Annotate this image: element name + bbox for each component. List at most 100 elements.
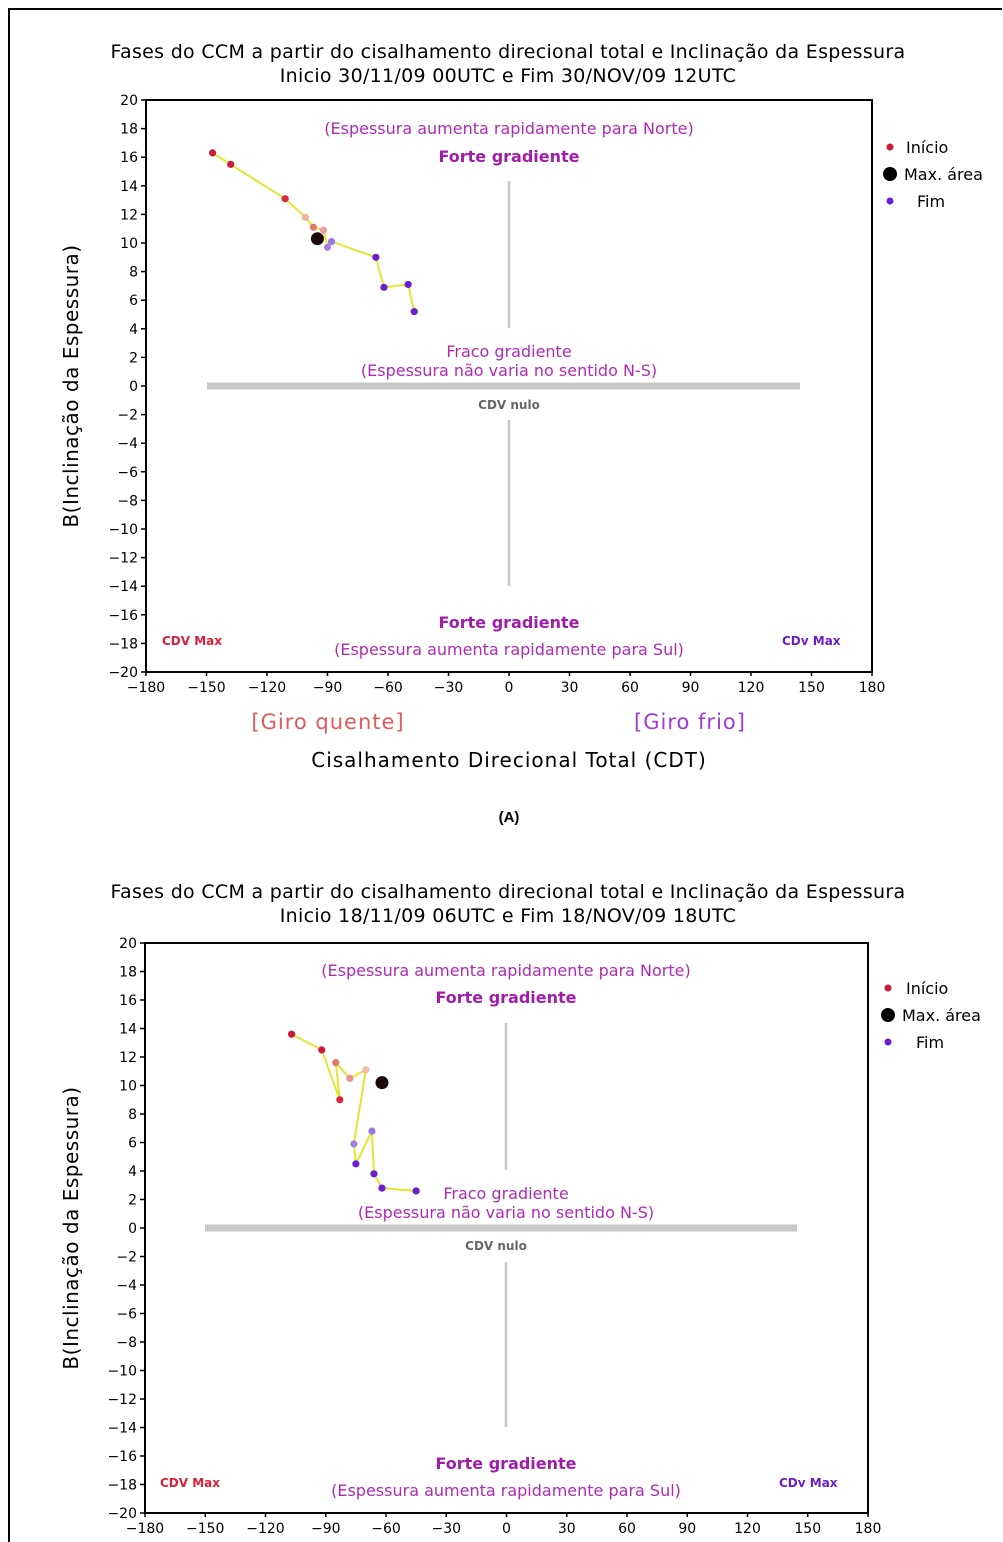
chart-a-x-tick-label: 120 xyxy=(738,680,765,696)
chart-b-x-tick-label: 120 xyxy=(734,1521,761,1537)
chart-b-y-tick-label: 6 xyxy=(128,1136,137,1152)
chart-a-data-point xyxy=(323,243,332,251)
chart-b-top-strong: Forte gradiente xyxy=(435,988,576,1007)
chart-b-y-tick-label: −14 xyxy=(107,1421,137,1437)
chart-a-y-tick-label: 4 xyxy=(129,322,138,338)
chart-a-data-point xyxy=(301,213,309,221)
chart-b-cdv-max-left: CDV Max xyxy=(160,1476,220,1490)
chart-b-x-tick-label: 60 xyxy=(618,1521,636,1537)
chart-a-data-point xyxy=(410,308,418,316)
chart-a-y-tick-label: −8 xyxy=(117,493,138,509)
chart-b-data-point xyxy=(362,1066,370,1074)
chart-a-bottom-strong: Forte gradiente xyxy=(438,613,579,632)
chart-b-bottom-note: (Espessura aumenta rapidamente para Sul) xyxy=(331,1481,681,1500)
chart-b-y-tick-label: 18 xyxy=(119,965,137,981)
chart-b-weak-label: Fraco gradiente xyxy=(443,1184,568,1203)
chart-b-y-axis-label: B(Inclinação da Espessura) xyxy=(59,1086,83,1369)
chart-b-data-point xyxy=(332,1059,340,1067)
chart-a-trajectory-line xyxy=(212,152,416,312)
legend-b-end-marker xyxy=(884,1038,892,1046)
chart-a-data-point xyxy=(404,280,412,289)
chart-a-y-tick-label: −2 xyxy=(117,408,138,424)
legend-a-end-marker xyxy=(886,197,894,205)
chart-a-weak-label: Fraco gradiente xyxy=(446,342,571,361)
chart-a-subtitle: Inicio 30/11/09 00UTC e Fim 30/NOV/09 12… xyxy=(280,65,736,87)
chart-b-x-tick-label: 150 xyxy=(794,1521,821,1537)
chart-b-x-tick-label: −90 xyxy=(311,1521,341,1537)
chart-a-y-tick-label: −12 xyxy=(108,551,138,567)
chart-a-x-tick-label: −90 xyxy=(313,680,343,696)
chart-b-data-point xyxy=(346,1074,354,1082)
chart-a-x-tick-label: −30 xyxy=(434,680,464,696)
chart-a-x-tick-label: 90 xyxy=(682,680,700,696)
chart-panel-a: Fases do CCM a partir do cisalhamento di… xyxy=(59,41,983,826)
chart-a-y-tick-label: 2 xyxy=(129,350,138,366)
chart-b-bottom-strong: Forte gradiente xyxy=(435,1454,576,1473)
chart-b-x-tick-label: −30 xyxy=(431,1521,461,1537)
chart-b-y-tick-label: −4 xyxy=(116,1278,137,1294)
chart-a-data-point xyxy=(327,237,336,246)
chart-b-trajectory-line xyxy=(291,1033,417,1192)
chart-panel-b: Fases do CCM a partir do cisalhamento di… xyxy=(59,881,981,1537)
chart-b-y-tick-label: 2 xyxy=(128,1193,137,1209)
chart-a-legend: Início Max. área Fim xyxy=(883,138,983,211)
legend-a-end-label: Fim xyxy=(917,192,945,211)
chart-a-top-strong: Forte gradiente xyxy=(438,147,579,166)
chart-a-y-tick-label: −6 xyxy=(117,465,138,481)
chart-b-top-note: (Espessura aumenta rapidamente para Nort… xyxy=(321,961,691,980)
legend-a-max-marker xyxy=(883,167,897,181)
chart-a-x-tick-label: 180 xyxy=(859,680,886,696)
chart-b-data-point xyxy=(352,1160,360,1168)
chart-a-data-point xyxy=(208,149,217,157)
chart-a-y-tick-label: −10 xyxy=(108,522,138,538)
chart-a-y-tick-label: −18 xyxy=(108,636,138,652)
chart-a-x-tick-label: 150 xyxy=(798,680,825,696)
chart-a-y-tick-label: 18 xyxy=(120,122,138,138)
chart-b-y-tick-label: −8 xyxy=(116,1335,137,1351)
chart-a-max-area-point xyxy=(310,232,324,246)
chart-a-giro-frio: [Giro frio] xyxy=(634,710,746,734)
chart-b-y-tick-label: −18 xyxy=(107,1478,137,1494)
chart-a-y-tick-label: 6 xyxy=(129,293,138,309)
chart-b-weak-note: (Espessura não varia no sentido N-S) xyxy=(358,1203,654,1222)
chart-b-legend: Início Max. área Fim xyxy=(881,979,981,1052)
chart-b-y-tick-label: 8 xyxy=(128,1107,137,1123)
chart-b-cdv-null: CDV nulo xyxy=(465,1239,527,1253)
chart-b-data-point xyxy=(318,1046,326,1054)
chart-a-y-tick-label: 8 xyxy=(129,265,138,281)
chart-b-data-point xyxy=(336,1096,344,1104)
chart-b-y-tick-label: 4 xyxy=(128,1164,137,1180)
chart-b-x-tick-label: 90 xyxy=(678,1521,696,1537)
chart-b-data-point xyxy=(378,1184,386,1192)
legend-a-start-label: Início xyxy=(906,138,948,157)
chart-a-x-axis-label: Cisalhamento Direcional Total (CDT) xyxy=(311,748,707,772)
chart-b-data-point xyxy=(370,1170,378,1178)
chart-b-x-tick-label: −60 xyxy=(371,1521,401,1537)
chart-a-top-note: (Espessura aumenta rapidamente para Nort… xyxy=(324,119,694,138)
chart-a-y-axis-label: B(Inclinação da Espessura) xyxy=(59,244,83,527)
chart-a-weak-note: (Espessura não varia no sentido N-S) xyxy=(361,361,657,380)
chart-b-y-tick-label: −16 xyxy=(107,1449,137,1465)
chart-b-y-tick-label: 16 xyxy=(119,993,137,1009)
chart-b-series xyxy=(288,1030,420,1195)
legend-a-start-marker xyxy=(886,143,894,151)
chart-b-x-tick-label: 30 xyxy=(558,1521,576,1537)
figure-frame xyxy=(8,8,1002,1542)
chart-a-y-tick-label: −14 xyxy=(108,579,138,595)
chart-b-y-ticks: −20−18−16−14−12−10−8−6−4−202468101214161… xyxy=(107,936,145,1522)
chart-a-x-tick-label: −150 xyxy=(187,680,225,696)
chart-a-cdv-max-left: CDV Max xyxy=(162,634,222,648)
chart-a-y-tick-label: 10 xyxy=(120,236,138,252)
chart-b-y-tick-label: 10 xyxy=(119,1079,137,1095)
chart-b-y-tick-label: 0 xyxy=(128,1221,137,1237)
chart-a-x-tick-label: −120 xyxy=(248,680,286,696)
chart-b-y-tick-label: −12 xyxy=(107,1392,137,1408)
chart-b-data-point xyxy=(368,1127,376,1135)
chart-a-x-tick-label: −60 xyxy=(373,680,403,696)
chart-a-data-point xyxy=(227,160,235,168)
chart-a-y-tick-label: 12 xyxy=(120,207,138,223)
chart-b-x-tick-label: −120 xyxy=(246,1521,284,1537)
chart-a-data-point xyxy=(372,253,380,261)
chart-a-x-tick-label: 60 xyxy=(621,680,639,696)
